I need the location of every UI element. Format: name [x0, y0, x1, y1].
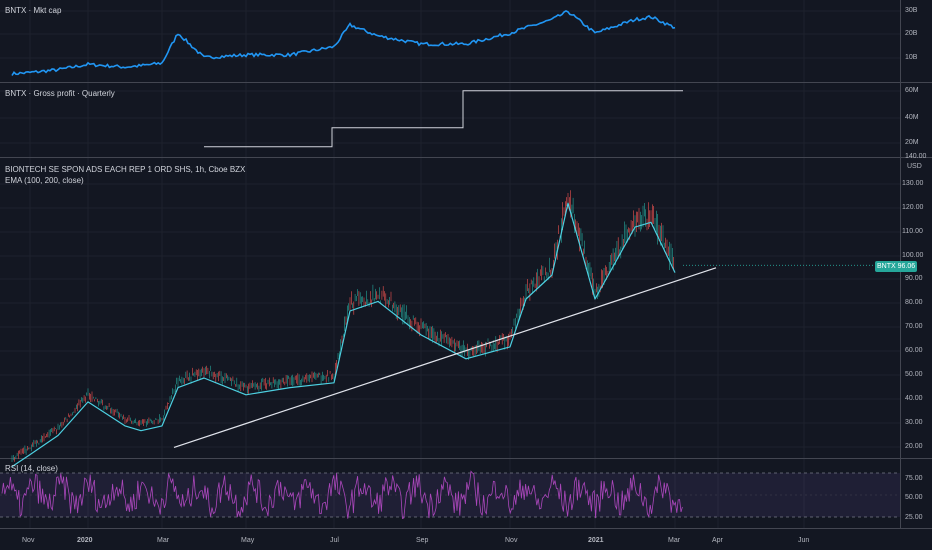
mktcap-tick: 20B: [905, 30, 918, 37]
price-tick: 30.00: [905, 419, 923, 426]
price-tick: 110.00: [902, 228, 923, 235]
price-tick: 100.00: [902, 252, 924, 259]
time-axis-label: Jun: [798, 537, 810, 544]
rsi-tick: 75.00: [905, 475, 923, 482]
price-tick: 70.00: [905, 323, 923, 330]
price-tick: 50.00: [905, 371, 923, 378]
gross-profit-tick: 40M: [905, 114, 919, 121]
mktcap-tick: 30B: [905, 7, 918, 14]
rsi-tick: 50.00: [905, 494, 923, 501]
symbol-tag-text: BNTX: [877, 263, 896, 270]
time-axis-label: May: [241, 537, 255, 544]
gross-profit-step-line: [204, 90, 683, 148]
time-axis-label: Apr: [712, 537, 723, 544]
symbol-tag: BNTX 96.06: [875, 261, 918, 272]
price-pane-title[interactable]: BIONTECH SE SPON ADS EACH REP 1 ORD SHS,…: [5, 165, 246, 174]
time-axis-label: Mar: [668, 537, 681, 544]
ema-line: [11, 202, 676, 468]
rsi-tick: 25.00: [905, 514, 923, 521]
rsi-pane-label[interactable]: RSI (14, close): [5, 464, 58, 473]
price-tick: 80.00: [905, 299, 923, 306]
mktcap-pane-label[interactable]: BNTX · Mkt cap: [5, 6, 62, 15]
mktcap-tick: 10B: [905, 54, 918, 61]
ema-indicator-label[interactable]: EMA (100, 200, close): [5, 176, 84, 185]
mktcap-line: [11, 9, 676, 76]
price-tick: 90.00: [905, 275, 923, 282]
gross-profit-pane-label[interactable]: BNTX · Gross profit · Quarterly: [5, 89, 115, 98]
price-tick: 20.00: [905, 443, 923, 450]
time-axis-label: Sep: [416, 537, 429, 544]
time-axis-label: Nov: [505, 537, 518, 544]
gross-profit-tick: 60M: [905, 87, 919, 94]
price-tick: 130.00: [902, 180, 924, 187]
rsi-line: [1, 470, 683, 519]
time-axis-label: Mar: [157, 537, 170, 544]
last-price-text: 96.06: [897, 263, 916, 270]
support-trendline: [173, 267, 717, 448]
time-axis-label: 2021: [588, 537, 604, 544]
price-tick: 120.00: [902, 204, 924, 211]
time-axis-label: 2020: [77, 537, 93, 544]
time-axis-label: Nov: [22, 537, 35, 544]
price-tick: 60.00: [905, 347, 923, 354]
price-top-cut-label: 140.00: [905, 153, 927, 160]
gross-profit-tick: 20M: [905, 139, 919, 146]
time-axis-label: Jul: [330, 537, 339, 544]
price-tick: 40.00: [905, 395, 923, 402]
currency-label: USD: [907, 163, 922, 170]
